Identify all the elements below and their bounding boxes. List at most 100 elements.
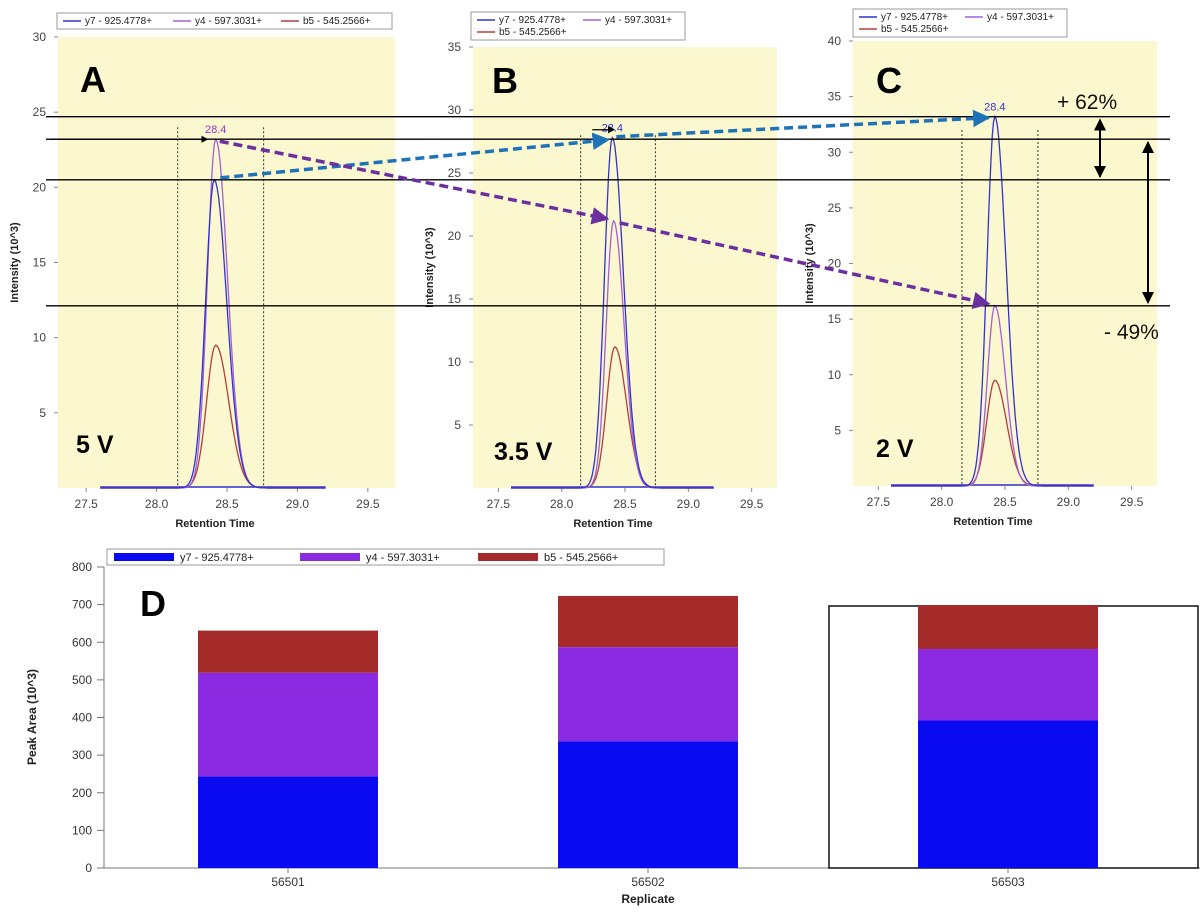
legend-swatch bbox=[300, 553, 360, 561]
panel-b-chromatogram: 5 10 15 20 25 30 35 27.5 28.0 28.5 29.0 29.5 Retenti… bbox=[424, 11, 777, 530]
legend-box bbox=[56, 12, 393, 30]
x-tick-label: 28.5 bbox=[215, 497, 239, 511]
x-tick-label: 56503 bbox=[991, 875, 1025, 889]
decrease-percent-label: - 49% bbox=[1104, 321, 1159, 344]
x-tick-label: 29.5 bbox=[356, 497, 380, 511]
bar-segment-y4 bbox=[558, 647, 738, 742]
y-tick-label: 25 bbox=[828, 201, 842, 215]
y-tick-label: 20 bbox=[448, 229, 462, 243]
x-tick-label: 28.0 bbox=[145, 497, 169, 511]
y-tick-label: 35 bbox=[448, 40, 462, 54]
increase-percent-label: + 62% bbox=[1057, 91, 1117, 114]
legend-entry: b5 - 545.2566+ bbox=[881, 24, 949, 35]
y-tick-label: 20 bbox=[828, 257, 842, 271]
legend-entry: b5 - 545.2566+ bbox=[544, 552, 618, 564]
x-tick-label: 27.5 bbox=[74, 497, 98, 511]
y-tick-label: 10 bbox=[448, 355, 462, 369]
legend-entry: y4 - 597.3031+ bbox=[195, 16, 262, 27]
legend-entry: b5 - 545.2566+ bbox=[499, 27, 567, 38]
y-tick-label: 5 bbox=[454, 418, 461, 432]
bar-segment-y7 bbox=[198, 776, 378, 868]
y-tick-label: 600 bbox=[72, 635, 92, 649]
y-tick-label: 5 bbox=[39, 406, 46, 420]
bar-segment-y4 bbox=[918, 649, 1098, 721]
legend-entry: y4 - 597.3031+ bbox=[605, 15, 672, 26]
voltage-label: 5 V bbox=[76, 431, 114, 459]
y-tick-label: 5 bbox=[834, 423, 841, 437]
peak-rt-label: 28.4 bbox=[984, 102, 1005, 114]
peak-rt-label: 28.4 bbox=[205, 124, 226, 136]
panel-letter: D bbox=[140, 583, 166, 624]
y4-trend-arrow-2 bbox=[619, 221, 991, 309]
x-tick-label: 27.5 bbox=[867, 495, 891, 509]
panel-a-chromatogram: 5 10 15 20 25 30 27.5 28.0 28.5 29.0 29.5 Retention… bbox=[9, 12, 395, 530]
x-axis-label: Retention Time bbox=[573, 518, 652, 530]
trace-y7 bbox=[891, 114, 1094, 487]
bar-segment-b5 bbox=[558, 595, 738, 648]
x-tick-label: 27.5 bbox=[487, 497, 511, 511]
plot-background bbox=[473, 47, 777, 488]
y-tick-label: 0 bbox=[85, 861, 92, 875]
legend-swatch bbox=[114, 553, 174, 561]
panel-d-bar-chart: 0 100 200 300 400 500 600 700 800 56501 56502 56503… bbox=[25, 548, 1200, 906]
legend-entry: y7 - 925.4778+ bbox=[499, 15, 566, 26]
x-axis-label: Retention Time bbox=[953, 516, 1032, 528]
panel-letter: A bbox=[80, 59, 106, 100]
trace-y7 bbox=[100, 178, 326, 489]
x-axis-label: Replicate bbox=[621, 892, 675, 906]
y-tick-label: 15 bbox=[33, 256, 47, 270]
y-tick-label: 700 bbox=[72, 598, 92, 612]
x-tick-label: 56501 bbox=[271, 875, 305, 889]
legend-swatch bbox=[478, 553, 538, 561]
y-tick-label: 500 bbox=[72, 673, 92, 687]
bar-segment-b5 bbox=[918, 605, 1098, 650]
x-axis-label: Retention Time bbox=[175, 518, 254, 530]
panel-letter: B bbox=[492, 60, 518, 101]
legend-entry: y7 - 925.4778+ bbox=[85, 16, 152, 27]
y-axis-label: Intensity (10^3) bbox=[424, 227, 436, 308]
y-tick-label: 10 bbox=[828, 368, 842, 382]
y7-trend-arrow-1 bbox=[220, 132, 611, 180]
legend-entry: y7 - 925.4778+ bbox=[180, 552, 254, 564]
y-tick-label: 400 bbox=[72, 711, 92, 725]
peak-rt-label: 28.4 bbox=[602, 123, 623, 135]
y-tick-label: 40 bbox=[828, 34, 842, 48]
comparison-overlay: + 62% - 49% bbox=[46, 91, 1170, 344]
y-axis-label: Peak Area (10^3) bbox=[25, 669, 39, 765]
legend-entry: b5 - 545.2566+ bbox=[303, 16, 371, 27]
legend-box bbox=[470, 11, 686, 41]
x-tick-label: 29.5 bbox=[740, 497, 764, 511]
x-tick-label: 28.0 bbox=[550, 497, 574, 511]
y-tick-label: 20 bbox=[33, 180, 47, 194]
y-tick-label: 25 bbox=[448, 166, 462, 180]
y-tick-label: 30 bbox=[828, 145, 842, 159]
y-tick-label: 30 bbox=[448, 103, 462, 117]
trace-y7 bbox=[511, 135, 714, 489]
bar-segment-y7 bbox=[918, 720, 1098, 868]
x-tick-label: 29.5 bbox=[1120, 495, 1144, 509]
legend-entry: y7 - 925.4778+ bbox=[881, 12, 948, 23]
y-axis-label: Intensity (10^3) bbox=[804, 223, 816, 304]
x-tick-label: 29.0 bbox=[1057, 495, 1081, 509]
legend-entry: y4 - 597.3031+ bbox=[366, 552, 440, 564]
y-tick-label: 800 bbox=[72, 560, 92, 574]
legend-box bbox=[852, 8, 1068, 38]
y-axis-label: Intensity (10^3) bbox=[9, 222, 21, 303]
x-tick-label: 28.5 bbox=[613, 497, 637, 511]
voltage-label: 3.5 V bbox=[494, 438, 553, 466]
y-tick-label: 10 bbox=[33, 331, 47, 345]
bar-segment-y4 bbox=[198, 672, 378, 777]
y-tick-label: 15 bbox=[828, 312, 842, 326]
y-tick-label: 100 bbox=[72, 823, 92, 837]
x-tick-label: 56502 bbox=[631, 875, 665, 889]
y-tick-label: 300 bbox=[72, 748, 92, 762]
x-tick-label: 29.0 bbox=[286, 497, 310, 511]
y-tick-label: 25 bbox=[33, 105, 47, 119]
y-tick-label: 35 bbox=[828, 90, 842, 104]
legend-entry: y4 - 597.3031+ bbox=[987, 12, 1054, 23]
bar-segment-b5 bbox=[198, 630, 378, 673]
y-tick-label: 200 bbox=[72, 786, 92, 800]
y-tick-label: 30 bbox=[33, 30, 47, 44]
x-tick-label: 29.0 bbox=[677, 497, 701, 511]
